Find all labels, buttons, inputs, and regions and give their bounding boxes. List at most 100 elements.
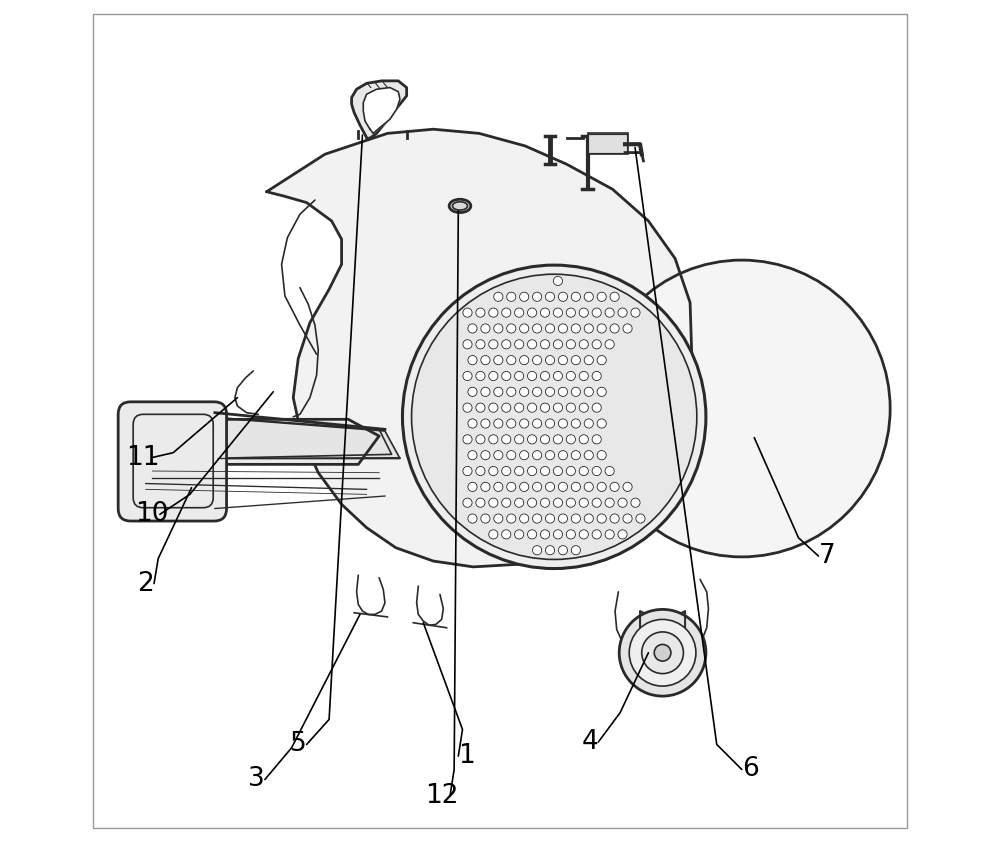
Circle shape	[468, 482, 477, 492]
Circle shape	[579, 498, 588, 507]
Circle shape	[502, 434, 511, 444]
Circle shape	[592, 466, 601, 476]
Text: 4: 4	[582, 729, 598, 755]
Circle shape	[476, 498, 485, 507]
Circle shape	[597, 514, 606, 523]
Circle shape	[545, 419, 555, 428]
Circle shape	[584, 324, 593, 333]
Circle shape	[571, 387, 580, 397]
Circle shape	[533, 450, 542, 460]
Circle shape	[619, 610, 706, 696]
Circle shape	[515, 403, 524, 413]
Circle shape	[468, 324, 477, 333]
Circle shape	[571, 546, 580, 555]
Circle shape	[494, 355, 503, 365]
Circle shape	[597, 324, 606, 333]
Circle shape	[579, 466, 588, 476]
Circle shape	[545, 482, 555, 492]
Circle shape	[528, 339, 537, 349]
Circle shape	[618, 498, 627, 507]
Circle shape	[579, 530, 588, 539]
Circle shape	[515, 339, 524, 349]
Polygon shape	[267, 129, 692, 567]
Circle shape	[515, 434, 524, 444]
Circle shape	[566, 498, 575, 507]
Circle shape	[553, 308, 563, 317]
Circle shape	[540, 466, 550, 476]
Circle shape	[494, 514, 503, 523]
Circle shape	[515, 466, 524, 476]
Circle shape	[545, 546, 555, 555]
Circle shape	[533, 514, 542, 523]
Circle shape	[592, 308, 601, 317]
Circle shape	[553, 276, 563, 285]
FancyBboxPatch shape	[118, 402, 227, 521]
Text: 10: 10	[135, 501, 168, 527]
Circle shape	[597, 482, 606, 492]
Circle shape	[623, 324, 632, 333]
Circle shape	[528, 530, 537, 539]
Circle shape	[402, 265, 706, 568]
Circle shape	[533, 419, 542, 428]
Text: 5: 5	[290, 732, 307, 758]
Circle shape	[610, 292, 619, 301]
Circle shape	[545, 324, 555, 333]
Polygon shape	[363, 88, 400, 133]
Circle shape	[476, 403, 485, 413]
Circle shape	[636, 514, 645, 523]
Circle shape	[553, 498, 563, 507]
Circle shape	[610, 482, 619, 492]
Circle shape	[489, 308, 498, 317]
Circle shape	[592, 434, 601, 444]
FancyBboxPatch shape	[588, 133, 628, 154]
Circle shape	[584, 450, 593, 460]
Circle shape	[623, 482, 632, 492]
Circle shape	[463, 371, 472, 381]
Circle shape	[566, 530, 575, 539]
Circle shape	[618, 308, 627, 317]
Circle shape	[489, 403, 498, 413]
Circle shape	[605, 498, 614, 507]
Circle shape	[468, 355, 477, 365]
Circle shape	[540, 308, 550, 317]
Circle shape	[579, 308, 588, 317]
Circle shape	[579, 371, 588, 381]
Circle shape	[558, 514, 568, 523]
Circle shape	[481, 324, 490, 333]
Circle shape	[558, 419, 568, 428]
Circle shape	[605, 530, 614, 539]
Circle shape	[481, 482, 490, 492]
Polygon shape	[352, 81, 407, 139]
Circle shape	[515, 371, 524, 381]
Text: 12: 12	[425, 783, 458, 809]
Text: 6: 6	[742, 756, 758, 782]
Circle shape	[618, 530, 627, 539]
Circle shape	[520, 355, 529, 365]
Circle shape	[502, 371, 511, 381]
Circle shape	[468, 387, 477, 397]
Circle shape	[533, 292, 542, 301]
Circle shape	[520, 324, 529, 333]
Circle shape	[571, 324, 580, 333]
Circle shape	[553, 530, 563, 539]
Circle shape	[502, 403, 511, 413]
Circle shape	[566, 339, 575, 349]
Circle shape	[629, 620, 696, 686]
Circle shape	[566, 434, 575, 444]
Circle shape	[558, 546, 568, 555]
Circle shape	[610, 514, 619, 523]
Circle shape	[481, 387, 490, 397]
Circle shape	[533, 546, 542, 555]
Circle shape	[507, 387, 516, 397]
Circle shape	[468, 514, 477, 523]
Circle shape	[558, 482, 568, 492]
Circle shape	[533, 387, 542, 397]
Circle shape	[597, 419, 606, 428]
Circle shape	[558, 355, 568, 365]
Circle shape	[610, 324, 619, 333]
Circle shape	[494, 419, 503, 428]
Circle shape	[494, 324, 503, 333]
Circle shape	[528, 308, 537, 317]
Circle shape	[545, 450, 555, 460]
Circle shape	[566, 308, 575, 317]
